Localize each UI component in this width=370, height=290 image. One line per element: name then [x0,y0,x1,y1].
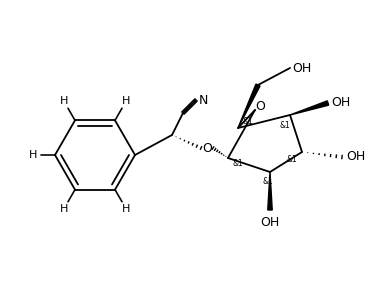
Text: H: H [60,96,68,106]
Text: H: H [122,96,130,106]
Text: H: H [122,204,130,214]
Text: &1: &1 [263,177,273,186]
Text: O: O [202,142,212,155]
Text: H: H [60,204,68,214]
Text: &1: &1 [243,117,253,126]
Text: N: N [198,93,208,106]
Polygon shape [238,84,260,128]
Text: &1: &1 [280,121,290,130]
Text: OH: OH [260,215,280,229]
Text: H: H [29,150,37,160]
Polygon shape [290,101,329,115]
Text: O: O [255,99,265,113]
Text: OH: OH [346,151,366,164]
Text: OH: OH [292,61,312,75]
Text: OH: OH [332,97,351,110]
Text: &1: &1 [233,159,243,168]
Text: &1: &1 [287,155,297,164]
Polygon shape [268,172,272,210]
